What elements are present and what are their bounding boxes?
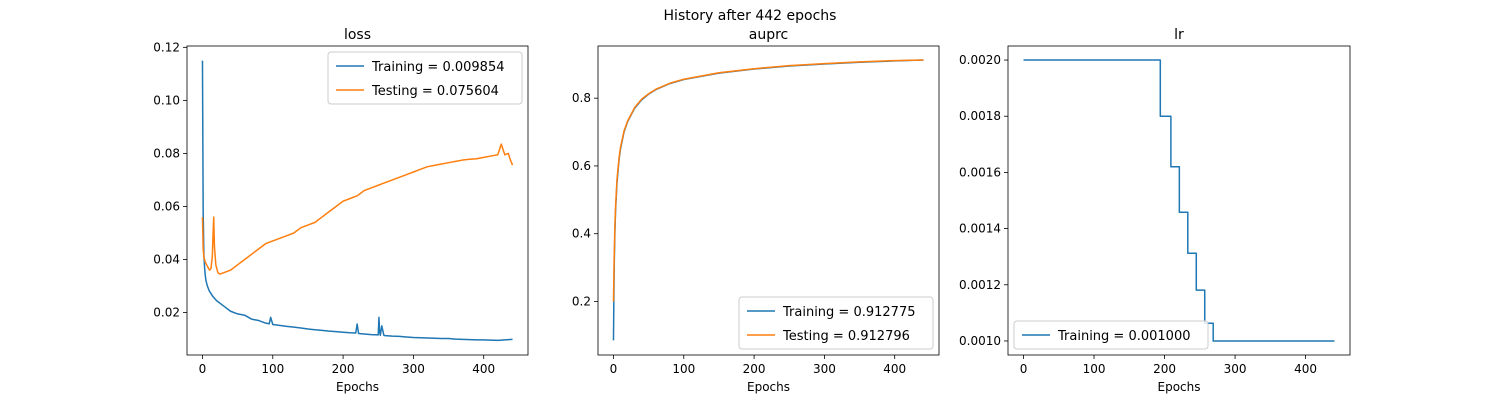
loss-ytick-label: 0.10: [153, 93, 180, 107]
lr-legend-label-training: Training = 0.001000: [1057, 329, 1190, 344]
figure-title: History after 442 epochs: [664, 8, 837, 24]
loss-xtick-label: 0: [199, 362, 207, 376]
lr-xtick-label: 300: [1224, 362, 1247, 376]
lr-ytick-label: 0.0016: [959, 165, 1001, 179]
lr-ytick-label: 0.0020: [959, 53, 1001, 67]
lr-xtick-label: 100: [1083, 362, 1106, 376]
lr-xtick-label: 0: [1020, 362, 1028, 376]
loss-ytick-label: 0.12: [153, 40, 180, 54]
auprc-legend-box: [738, 296, 934, 350]
auprc-xtick-label: 200: [743, 362, 766, 376]
auprc-xtick-label: 100: [672, 362, 695, 376]
auprc-xtick-label: 400: [883, 362, 906, 376]
loss-legend-box: [327, 51, 523, 105]
loss-xtick-label: 100: [261, 362, 284, 376]
lr-ytick-label: 0.0010: [959, 334, 1001, 348]
loss-panel: 0 100 200 300 400 0.02 0.04 0.06 0.08 0.10 0.12 los…: [153, 27, 529, 394]
auprc-legend: Training = 0.912775 Testing = 0.912796: [738, 296, 934, 350]
loss-ytick-label: 0.06: [153, 199, 180, 213]
loss-title: loss: [344, 27, 371, 43]
lr-panel: 0 100 200 300 400 0.0010 0.0012 0.0014 0.0016 0.0…: [959, 27, 1351, 394]
auprc-panel: 0 100 200 300 400 0.2 0.4 0.6 0.8 auprc Epochs Trai…: [572, 27, 940, 394]
auprc-legend-label-testing: Testing = 0.912796: [782, 329, 910, 344]
loss-legend-label-testing: Testing = 0.075604: [371, 84, 499, 99]
lr-title: lr: [1174, 27, 1184, 43]
auprc-title: auprc: [749, 27, 788, 43]
loss-xtick-label: 400: [472, 362, 495, 376]
auprc-ytick-label: 0.6: [572, 159, 591, 173]
loss-legend-label-training: Training = 0.009854: [371, 60, 504, 75]
lr-legend: Training = 0.001000: [1013, 320, 1209, 350]
lr-ytick-label: 0.0018: [959, 109, 1001, 123]
auprc-ytick-label: 0.8: [572, 91, 591, 105]
loss-ytick-label: 0.04: [153, 253, 180, 267]
loss-xtick-label: 300: [402, 362, 425, 376]
loss-xlabel: Epochs: [336, 380, 379, 394]
loss-xtick-label: 200: [332, 362, 355, 376]
auprc-series-testing-line: [612, 59, 924, 302]
auprc-xtick-label: 0: [610, 362, 618, 376]
loss-legend: Training = 0.009854 Testing = 0.075604: [327, 51, 523, 105]
lr-xtick-label: 200: [1153, 362, 1176, 376]
auprc-axes-frame: [597, 45, 940, 356]
auprc-legend-label-training: Training = 0.912775: [782, 305, 915, 320]
lr-ytick-label: 0.0014: [959, 222, 1001, 236]
loss-ytick-label: 0.08: [153, 146, 180, 160]
lr-axes-frame: [1007, 45, 1351, 356]
loss-axes-frame: [186, 45, 529, 356]
auprc-xtick-label: 300: [813, 362, 836, 376]
loss-series-training-line: [201, 60, 513, 342]
auprc-xlabel: Epochs: [747, 380, 790, 394]
lr-ytick-label: 0.0012: [959, 278, 1001, 292]
lr-legend-box: [1013, 320, 1209, 350]
auprc-ytick-label: 0.2: [572, 294, 591, 308]
loss-ytick-label: 0.02: [153, 306, 180, 320]
loss-series-testing-line: [201, 143, 514, 275]
lr-xtick-label: 400: [1294, 362, 1317, 376]
auprc-ytick-label: 0.4: [572, 227, 591, 241]
lr-xlabel: Epochs: [1158, 380, 1201, 394]
lr-series-training-line: [1023, 59, 1335, 342]
